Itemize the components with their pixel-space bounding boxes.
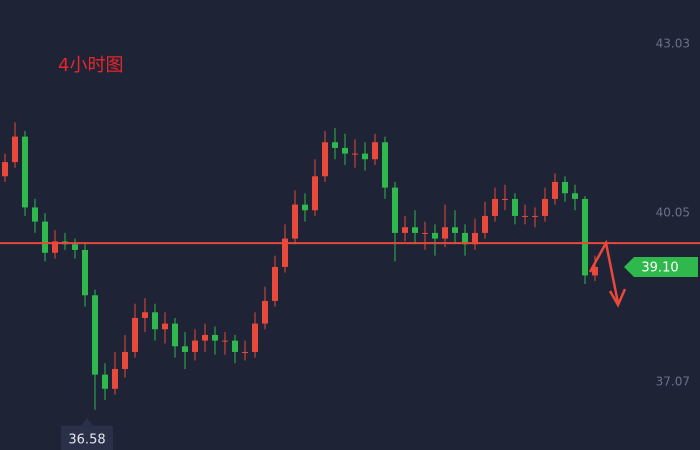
candle-body [12, 136, 18, 163]
candle-body [252, 323, 258, 352]
low-box [61, 425, 113, 450]
candle-body [462, 232, 468, 245]
candle-body [442, 227, 448, 239]
candle-body [302, 204, 308, 211]
candle-body [32, 207, 38, 222]
candle-body [212, 334, 218, 341]
candle-body [242, 351, 248, 353]
candle-body [352, 153, 358, 155]
candle-body [322, 142, 328, 177]
candle-body [382, 142, 388, 188]
chart-title: 4小时图 [58, 55, 123, 76]
candle-body [482, 215, 488, 233]
last-price-tag [624, 256, 698, 277]
candle-body [42, 221, 48, 253]
candle-body [472, 232, 478, 245]
candle-body [52, 241, 58, 253]
candle-body [452, 227, 458, 233]
candle-body [372, 142, 378, 160]
candle-body [282, 238, 288, 267]
candle-body [332, 142, 338, 148]
candle-body [562, 181, 568, 194]
candle-body [422, 232, 428, 234]
candle-body [532, 215, 538, 217]
candle-body [82, 249, 88, 296]
candle-body [522, 215, 528, 217]
candle-body [2, 162, 8, 177]
candle-body [502, 198, 508, 200]
candle-body [572, 193, 578, 199]
candle-body [122, 351, 128, 369]
candle-body [412, 227, 418, 233]
candle-body [592, 266, 598, 276]
arrow-head [608, 288, 627, 308]
last-price-label: 39.10 [641, 260, 678, 275]
candle-body [102, 374, 108, 389]
y-tick-label: 37.07 [656, 374, 690, 388]
low-label: 36.58 [68, 432, 105, 447]
candle-body [362, 153, 368, 160]
candle-body [162, 323, 168, 330]
candle-body [142, 312, 148, 318]
candle-body [552, 181, 558, 199]
candle-body [92, 295, 98, 375]
candle-body [202, 334, 208, 341]
candle-body [432, 232, 438, 239]
candle-body [172, 323, 178, 347]
candle-body [72, 244, 78, 250]
candle-body [182, 346, 188, 352]
candle-body [492, 198, 498, 216]
candle-body [152, 312, 158, 330]
candle-body [292, 204, 298, 239]
candle-body [342, 147, 348, 154]
forecast-arrow [588, 239, 620, 304]
candle-body [232, 340, 238, 352]
candle-body [222, 340, 228, 342]
candle-body [132, 317, 138, 352]
candle-body [22, 136, 28, 208]
candle-body [512, 198, 518, 216]
candle-body [402, 227, 408, 233]
candle-body [542, 198, 548, 216]
candle-body [192, 340, 198, 352]
y-tick-label: 43.03 [656, 37, 690, 51]
candle-body [582, 198, 588, 276]
candle-body [272, 266, 278, 301]
candle-body [262, 300, 268, 324]
y-tick-label: 40.05 [656, 206, 690, 220]
candle-body [312, 176, 318, 211]
low-pointer [81, 417, 93, 426]
candle-body [392, 187, 398, 233]
candle-body [112, 368, 118, 389]
